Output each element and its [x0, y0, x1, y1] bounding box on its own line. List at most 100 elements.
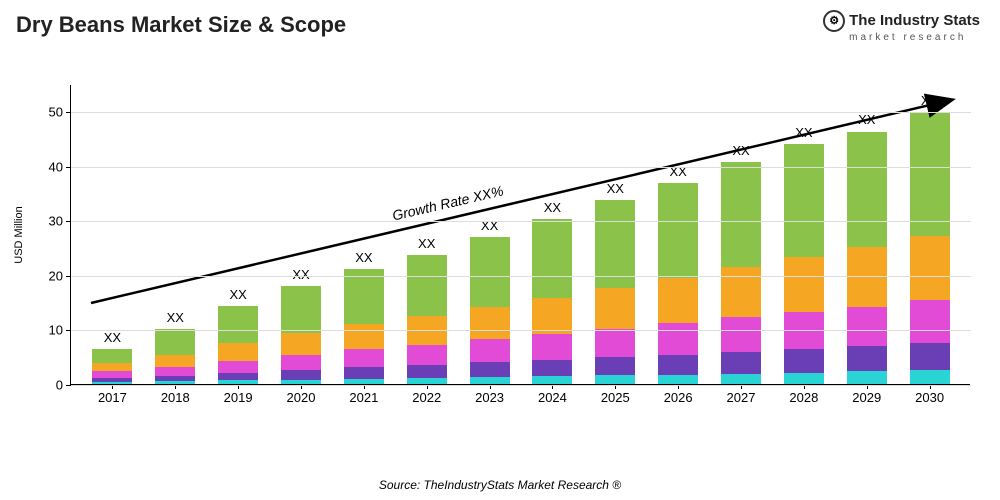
y-tick-label: 50: [49, 105, 71, 120]
bar-segment: [784, 373, 824, 384]
bar-slot: XX2028: [772, 144, 835, 384]
x-tick-label: 2024: [538, 390, 567, 405]
bar-slot: XX2018: [144, 329, 207, 384]
brand-name: The Industry Stats: [849, 13, 980, 30]
bar-segment: [407, 365, 447, 378]
bar-slot: XX2025: [584, 200, 647, 384]
bar-segment: [344, 324, 384, 349]
bar-value-label: XX: [732, 143, 749, 158]
bars-container: XX2017XX2018XX2019XX2020XX2021XX2022XX20…: [71, 84, 971, 384]
bar-segment: [658, 183, 698, 278]
y-tick-label: 40: [49, 159, 71, 174]
bar-value-label: XX: [418, 236, 435, 251]
bar-value-label: XX: [355, 250, 372, 265]
bar-slot: XX2019: [207, 306, 270, 384]
gridline: [71, 112, 971, 113]
y-tick-label: 30: [49, 214, 71, 229]
bar-segment: [470, 377, 510, 384]
bar-segment: [281, 370, 321, 380]
gridline: [71, 221, 971, 222]
x-tick-label: 2021: [349, 390, 378, 405]
bar-segment: [344, 269, 384, 324]
bar-segment: [155, 367, 195, 376]
stacked-bar: [784, 144, 824, 384]
chart-title: Dry Beans Market Size & Scope: [16, 12, 346, 38]
bar-segment: [847, 132, 887, 248]
bar-segment: [784, 144, 824, 257]
bar-segment: [155, 355, 195, 367]
bar-value-label: XX: [858, 112, 875, 127]
bar-slot: XX2024: [521, 219, 584, 384]
bar-segment: [407, 345, 447, 365]
bar-segment: [532, 376, 572, 384]
gear-icon: ⚙: [823, 10, 845, 32]
bar-value-label: XX: [795, 125, 812, 140]
bar-segment: [218, 361, 258, 373]
chart-area: USD Million XX2017XX2018XX2019XX2020XX20…: [70, 85, 970, 415]
bar-segment: [470, 362, 510, 377]
bar-segment: [910, 370, 950, 384]
stacked-bar: [910, 112, 950, 384]
stacked-bar: [407, 255, 447, 384]
bar-value-label: XX: [229, 287, 246, 302]
bar-segment: [218, 373, 258, 381]
bar-segment: [470, 339, 510, 362]
gridline: [71, 385, 971, 386]
bar-slot: XX2021: [332, 269, 395, 384]
stacked-bar: [658, 183, 698, 384]
bar-segment: [721, 317, 761, 351]
bar-segment: [407, 255, 447, 316]
stacked-bar: [721, 162, 761, 384]
stacked-bar: [155, 329, 195, 384]
bar-segment: [595, 329, 635, 357]
bar-segment: [721, 162, 761, 267]
x-tick-label: 2029: [852, 390, 881, 405]
bar-segment: [218, 343, 258, 360]
bar-segment: [784, 257, 824, 312]
bar-segment: [910, 343, 950, 370]
bar-slot: XX2026: [647, 183, 710, 384]
y-tick-label: 10: [49, 323, 71, 338]
bar-segment: [847, 346, 887, 371]
bar-segment: [847, 307, 887, 347]
bar-value-label: XX: [544, 200, 561, 215]
y-tick-label: 20: [49, 268, 71, 283]
bar-segment: [847, 371, 887, 384]
x-tick-label: 2027: [727, 390, 756, 405]
bar-slot: XX2020: [270, 286, 333, 384]
bar-segment: [784, 349, 824, 372]
y-tick-label: 0: [56, 378, 71, 393]
bar-value-label: XX: [104, 330, 121, 345]
stacked-bar: [595, 200, 635, 384]
bar-segment: [344, 349, 384, 367]
x-tick-label: 2025: [601, 390, 630, 405]
stacked-bar: [532, 219, 572, 384]
stacked-bar: [470, 237, 510, 384]
bar-segment: [218, 306, 258, 343]
stacked-bar: [847, 132, 887, 385]
bar-segment: [532, 298, 572, 335]
bar-slot: XX2022: [395, 255, 458, 384]
bar-segment: [470, 307, 510, 340]
gridline: [71, 330, 971, 331]
source-caption: Source: TheIndustryStats Market Research…: [379, 478, 621, 492]
x-tick-label: 2017: [98, 390, 127, 405]
bar-segment: [658, 323, 698, 354]
plot-area: USD Million XX2017XX2018XX2019XX2020XX20…: [70, 85, 970, 385]
bar-slot: XX2023: [458, 237, 521, 384]
x-tick-label: 2030: [915, 390, 944, 405]
bar-segment: [595, 200, 635, 288]
bar-segment: [721, 267, 761, 317]
bar-segment: [595, 357, 635, 375]
bar-value-label: XX: [607, 181, 624, 196]
bar-segment: [470, 237, 510, 307]
bar-value-label: XX: [292, 267, 309, 282]
brand-logo: ⚙ The Industry Stats market research: [823, 10, 980, 43]
bar-segment: [910, 300, 950, 343]
bar-segment: [658, 355, 698, 375]
bar-segment: [92, 349, 132, 364]
gridline: [71, 276, 971, 277]
bar-segment: [595, 375, 635, 384]
bar-segment: [658, 375, 698, 384]
stacked-bar: [218, 306, 258, 384]
